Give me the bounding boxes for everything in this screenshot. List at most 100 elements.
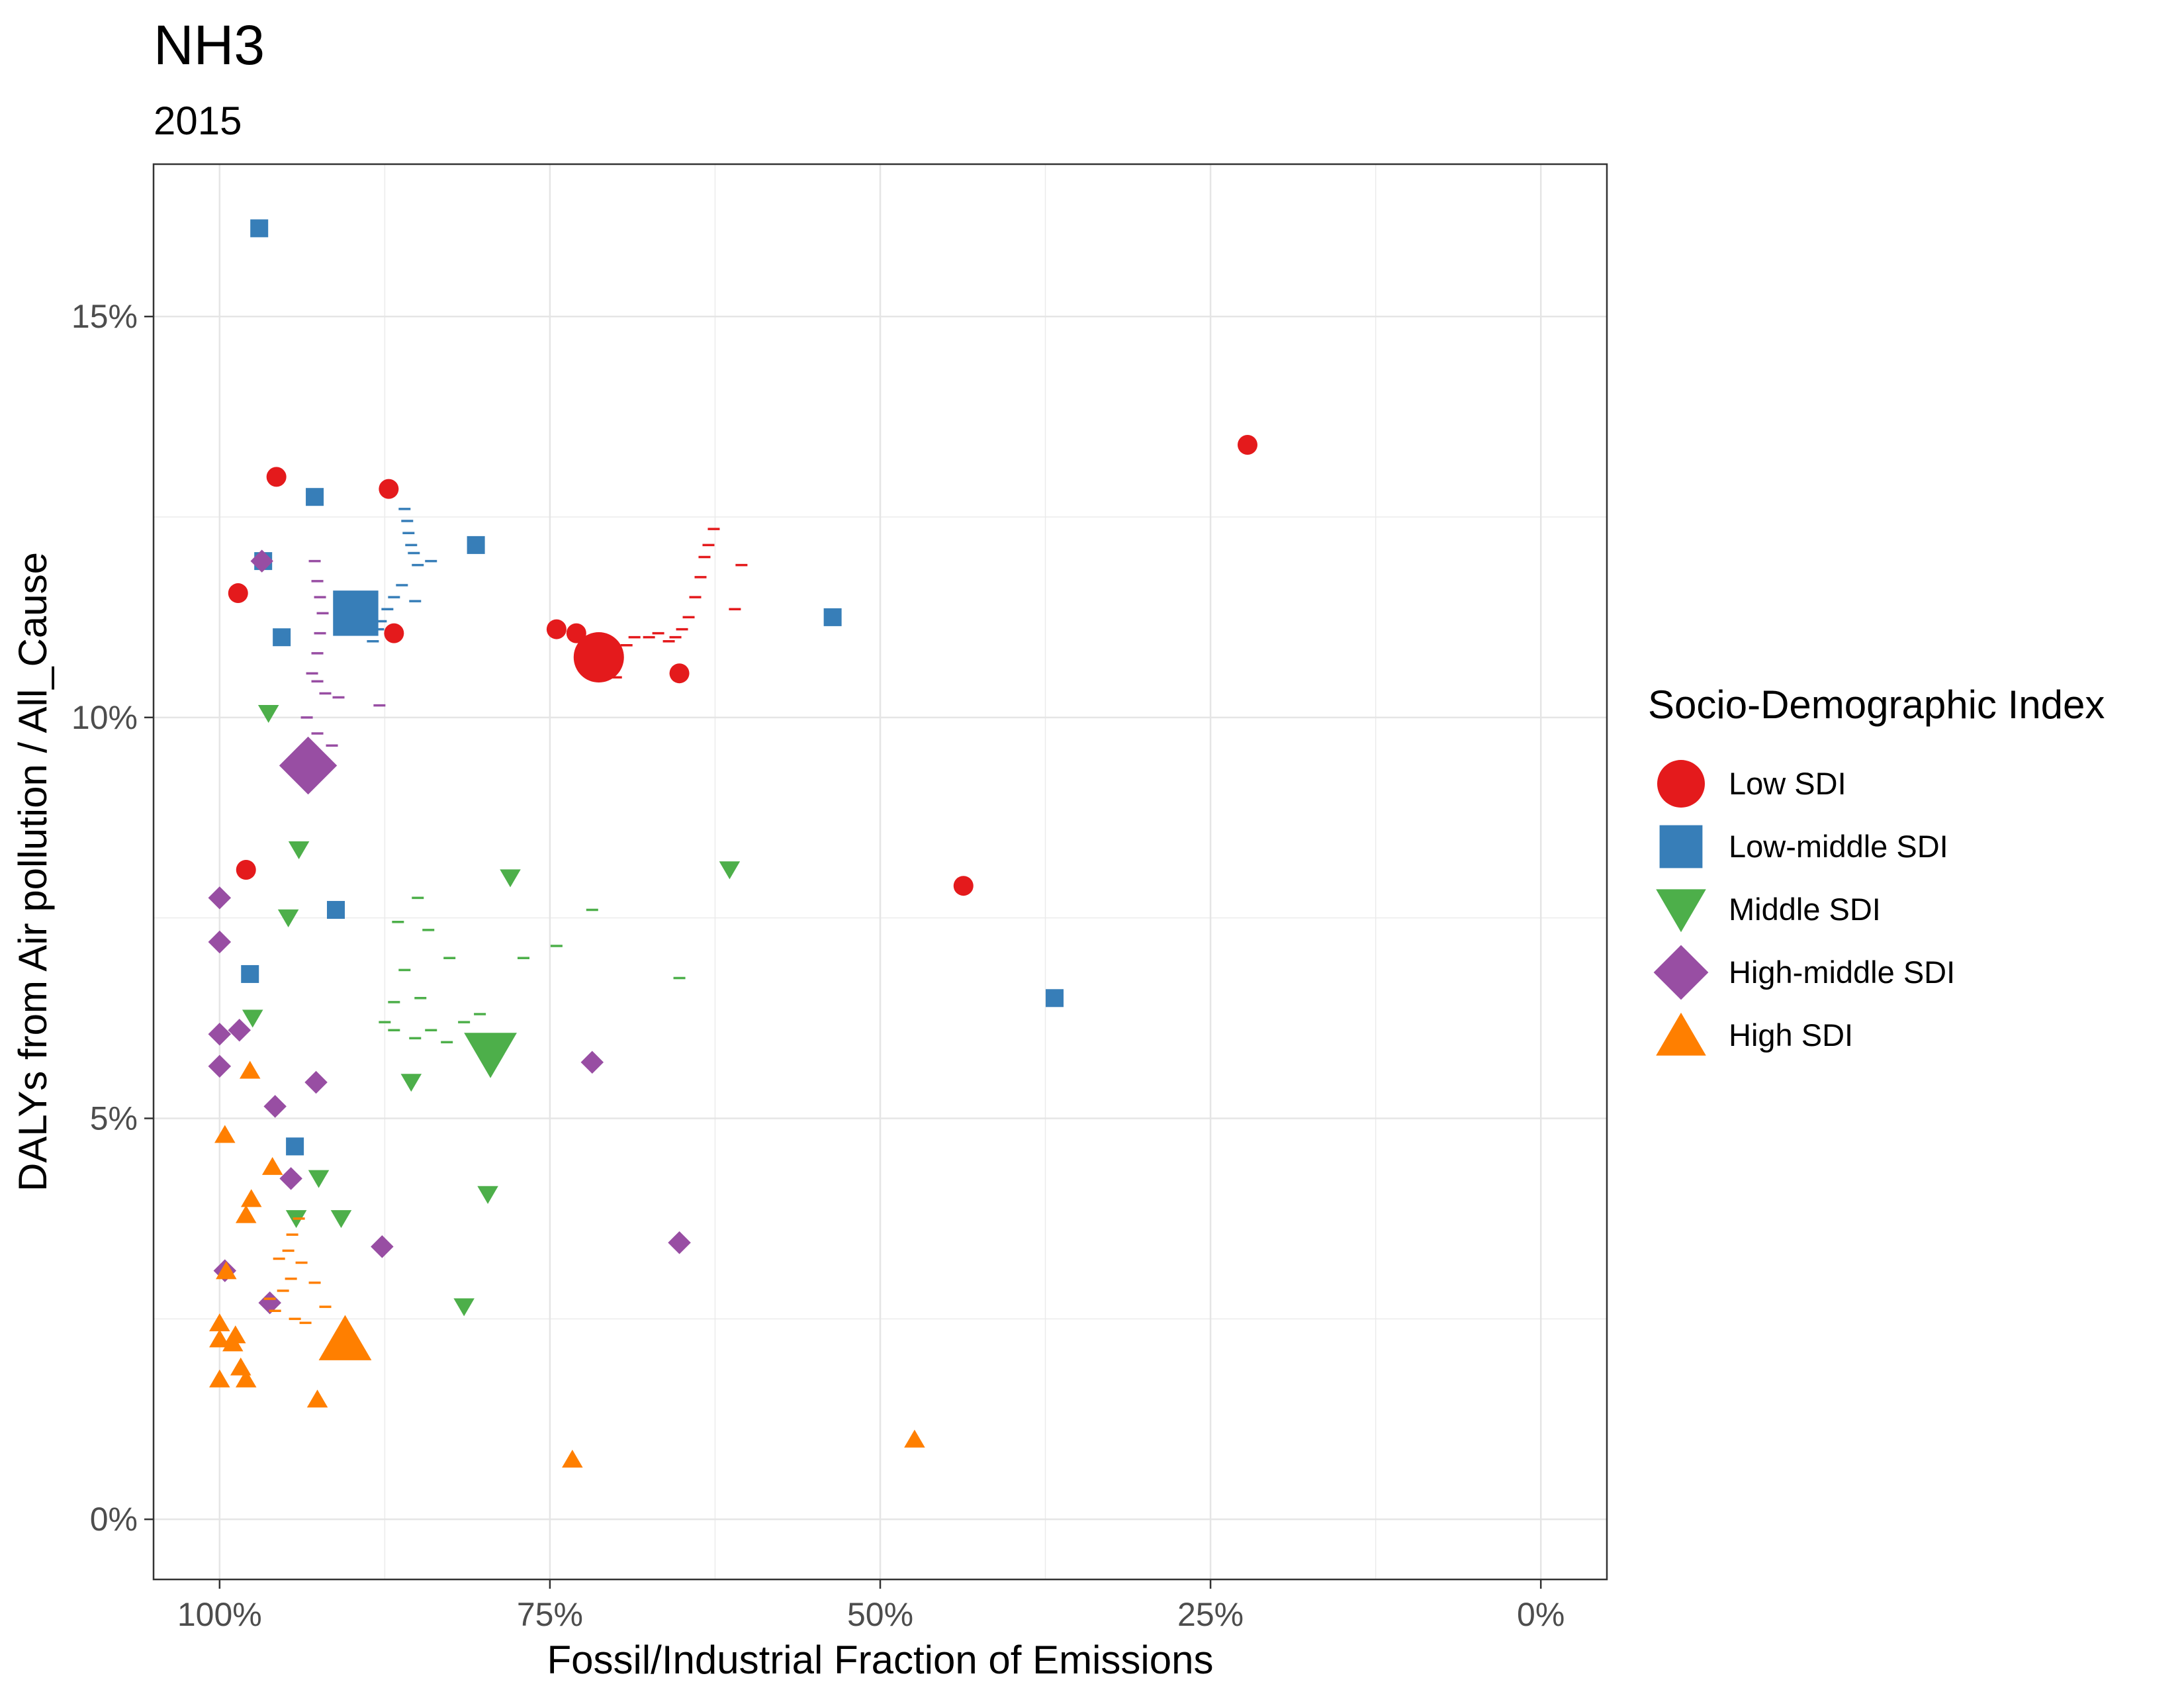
legend-symbol bbox=[1653, 945, 1709, 1000]
data-point bbox=[208, 1055, 232, 1078]
legend-key bbox=[1648, 1004, 1714, 1066]
chart-title: NH3 bbox=[154, 14, 265, 76]
series-low-sdi bbox=[228, 434, 1257, 896]
legend-key bbox=[1648, 752, 1714, 815]
data-point bbox=[263, 1095, 287, 1118]
data-point bbox=[209, 1329, 230, 1348]
data-point bbox=[669, 663, 690, 684]
data-point bbox=[261, 1156, 283, 1175]
data-series bbox=[208, 219, 1257, 1468]
aggregate-point bbox=[279, 736, 338, 795]
legend-item: Middle SDI bbox=[1648, 878, 2105, 941]
data-point bbox=[719, 861, 741, 880]
data-point bbox=[288, 841, 310, 859]
data-point bbox=[371, 1235, 394, 1258]
data-point bbox=[242, 1009, 263, 1028]
data-point bbox=[235, 1205, 257, 1223]
data-point bbox=[286, 1137, 304, 1156]
legend-label: Middle SDI bbox=[1729, 892, 1881, 927]
data-point bbox=[1046, 989, 1064, 1008]
legend-item: Low SDI bbox=[1648, 752, 2105, 815]
data-point bbox=[208, 930, 232, 954]
data-point bbox=[228, 583, 248, 604]
data-point bbox=[266, 467, 287, 487]
data-point bbox=[236, 859, 256, 880]
data-point bbox=[240, 1189, 262, 1207]
data-point bbox=[477, 1186, 498, 1204]
series-high-sdi bbox=[209, 1060, 925, 1468]
data-point bbox=[453, 1298, 475, 1317]
data-point bbox=[308, 1170, 330, 1188]
legend-label: Low-middle SDI bbox=[1729, 829, 1948, 864]
legend-marker bbox=[1656, 1012, 1706, 1056]
legend-key bbox=[1648, 941, 1714, 1004]
data-point bbox=[306, 488, 324, 506]
data-point bbox=[304, 1070, 328, 1094]
legend-marker bbox=[1653, 945, 1709, 1000]
data-point bbox=[467, 536, 485, 554]
aggregate-point bbox=[464, 1033, 517, 1078]
data-point bbox=[279, 1167, 302, 1190]
data-point bbox=[209, 1369, 230, 1387]
data-point bbox=[214, 1125, 236, 1143]
data-point bbox=[1237, 434, 1257, 455]
legend-label: High SDI bbox=[1729, 1017, 1854, 1053]
data-point bbox=[235, 1369, 257, 1387]
x-tick-label: 0% bbox=[1517, 1596, 1565, 1633]
data-point bbox=[546, 619, 567, 639]
y-tick-label: 5% bbox=[90, 1100, 138, 1137]
legend-key bbox=[1648, 878, 1714, 941]
data-point bbox=[239, 1060, 261, 1079]
legend-marker bbox=[1659, 825, 1703, 868]
y-axis-title: DALYs from Air pollution / All_Cause bbox=[11, 552, 55, 1192]
aggregate-point bbox=[333, 590, 379, 636]
legend-marker bbox=[1656, 888, 1706, 932]
legend-symbol bbox=[1659, 825, 1703, 868]
legend-symbol bbox=[1656, 888, 1706, 932]
axes: 100% 75% 50% 25% 0% 0% 5% 10% 15% bbox=[71, 298, 1565, 1633]
legend-symbol bbox=[1657, 759, 1705, 808]
data-point bbox=[668, 1231, 691, 1254]
legend-title: Socio-Demographic Index bbox=[1648, 682, 2105, 727]
data-point bbox=[953, 876, 974, 896]
data-point bbox=[400, 1074, 422, 1092]
legend-label: Low SDI bbox=[1729, 766, 1846, 801]
data-point bbox=[326, 901, 345, 919]
x-tick-label: 25% bbox=[1177, 1596, 1244, 1633]
aggregate-point bbox=[318, 1315, 372, 1360]
legend-symbol bbox=[1656, 1012, 1706, 1056]
legend-key bbox=[1648, 815, 1714, 878]
legend-item: High-middle SDI bbox=[1648, 941, 2105, 1004]
data-point bbox=[228, 1018, 251, 1042]
data-point bbox=[823, 608, 842, 626]
data-point bbox=[904, 1429, 925, 1448]
data-point bbox=[250, 219, 269, 238]
data-point bbox=[222, 1333, 244, 1352]
data-point bbox=[241, 964, 259, 983]
chart-subtitle: 2015 bbox=[154, 99, 242, 143]
data-point bbox=[330, 1210, 352, 1229]
data-point bbox=[566, 623, 586, 643]
data-point bbox=[580, 1051, 604, 1074]
y-tick-label: 15% bbox=[71, 298, 138, 335]
data-point bbox=[500, 869, 521, 888]
data-point bbox=[379, 479, 399, 499]
x-tick-label: 100% bbox=[177, 1596, 262, 1633]
legend-items: Low SDI Low-middle SDI Middle SDI High-midd… bbox=[1648, 752, 2105, 1066]
y-tick-label: 10% bbox=[71, 699, 138, 736]
data-point bbox=[384, 623, 404, 643]
y-tick-label: 0% bbox=[90, 1501, 138, 1538]
legend-item: Low-middle SDI bbox=[1648, 815, 2105, 878]
data-point bbox=[250, 549, 273, 573]
data-point bbox=[258, 1291, 281, 1315]
legend: Socio-Demographic Index Low SDI Low-middl… bbox=[1648, 675, 2105, 1066]
x-axis-title: Fossil/Industrial Fraction of Emissions bbox=[547, 1638, 1214, 1682]
series-high-middle-sdi bbox=[208, 549, 691, 1315]
legend-label: High-middle SDI bbox=[1729, 955, 1956, 990]
x-tick-label: 75% bbox=[517, 1596, 583, 1633]
aggregate-point bbox=[573, 632, 624, 682]
grid-lines bbox=[154, 164, 1607, 1579]
data-point bbox=[306, 1389, 328, 1408]
data-point bbox=[277, 909, 299, 927]
